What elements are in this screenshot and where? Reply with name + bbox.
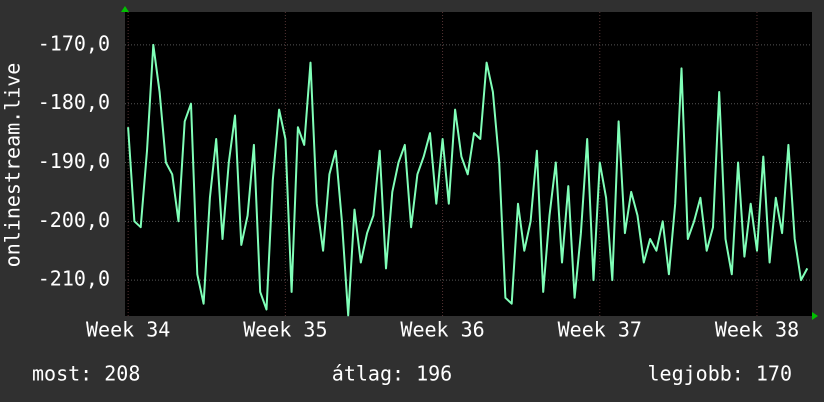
data-line bbox=[127, 43, 809, 317]
stat-now: most: 208 bbox=[32, 362, 140, 386]
y-axis-arrow bbox=[121, 6, 129, 12]
stat-average: átlag: 196 bbox=[332, 362, 452, 386]
y-axis-label: onlinestream.live bbox=[1, 63, 25, 268]
x-tick-label: Week 38 bbox=[715, 318, 799, 342]
x-tick-label: Week 37 bbox=[558, 318, 642, 342]
y-tick-label: -210,0 bbox=[38, 267, 110, 291]
x-tick-label: Week 36 bbox=[400, 318, 484, 342]
x-axis-arrow bbox=[812, 312, 818, 320]
x-tick-label: Week 34 bbox=[86, 318, 170, 342]
stat-best: legjobb: 170 bbox=[648, 362, 793, 386]
x-tick-label: Week 35 bbox=[243, 318, 327, 342]
y-tick-label: -170,0 bbox=[38, 31, 110, 55]
y-tick-label: -180,0 bbox=[38, 90, 110, 114]
y-tick-label: -200,0 bbox=[38, 208, 110, 232]
y-tick-label: -190,0 bbox=[38, 149, 110, 173]
